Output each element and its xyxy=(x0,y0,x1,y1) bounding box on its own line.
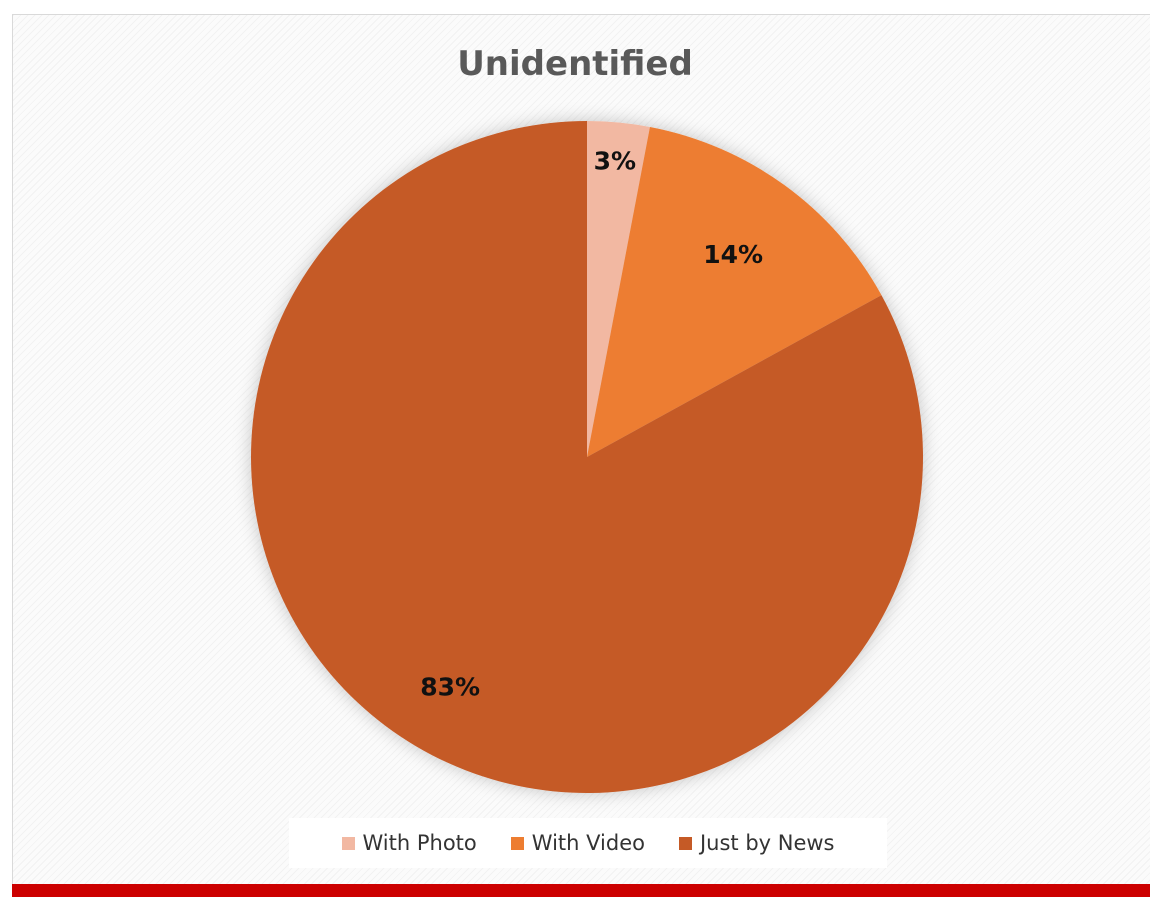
legend: With Photo With Video Just by News xyxy=(289,818,887,868)
legend-item-with-video: With Video xyxy=(510,831,645,855)
data-label-with-photo: 3% xyxy=(594,147,636,176)
data-label-just-by-news: 83% xyxy=(420,672,480,701)
pie-slice-with-photo xyxy=(587,121,650,457)
legend-swatch-with-video xyxy=(510,836,524,850)
legend-swatch-with-photo xyxy=(341,836,355,850)
chart-title: Unidentified xyxy=(457,44,693,84)
legend-label-with-video: With Video xyxy=(531,831,645,855)
bottom-accent-bar xyxy=(12,884,1150,897)
legend-item-with-photo: With Photo xyxy=(341,831,477,855)
pie-slice-just-by-news xyxy=(251,121,924,793)
legend-label-just-by-news: Just by News xyxy=(699,831,835,855)
data-label-with-video: 14% xyxy=(703,240,763,269)
legend-label-with-photo: With Photo xyxy=(362,831,477,855)
pie-slices xyxy=(251,121,924,793)
legend-item-just-by-news: Just by News xyxy=(678,831,835,855)
legend-swatch-just-by-news xyxy=(678,836,692,850)
pie-slice-with-video xyxy=(587,126,882,458)
pie-labels: 3% 14% 83% xyxy=(420,147,763,702)
